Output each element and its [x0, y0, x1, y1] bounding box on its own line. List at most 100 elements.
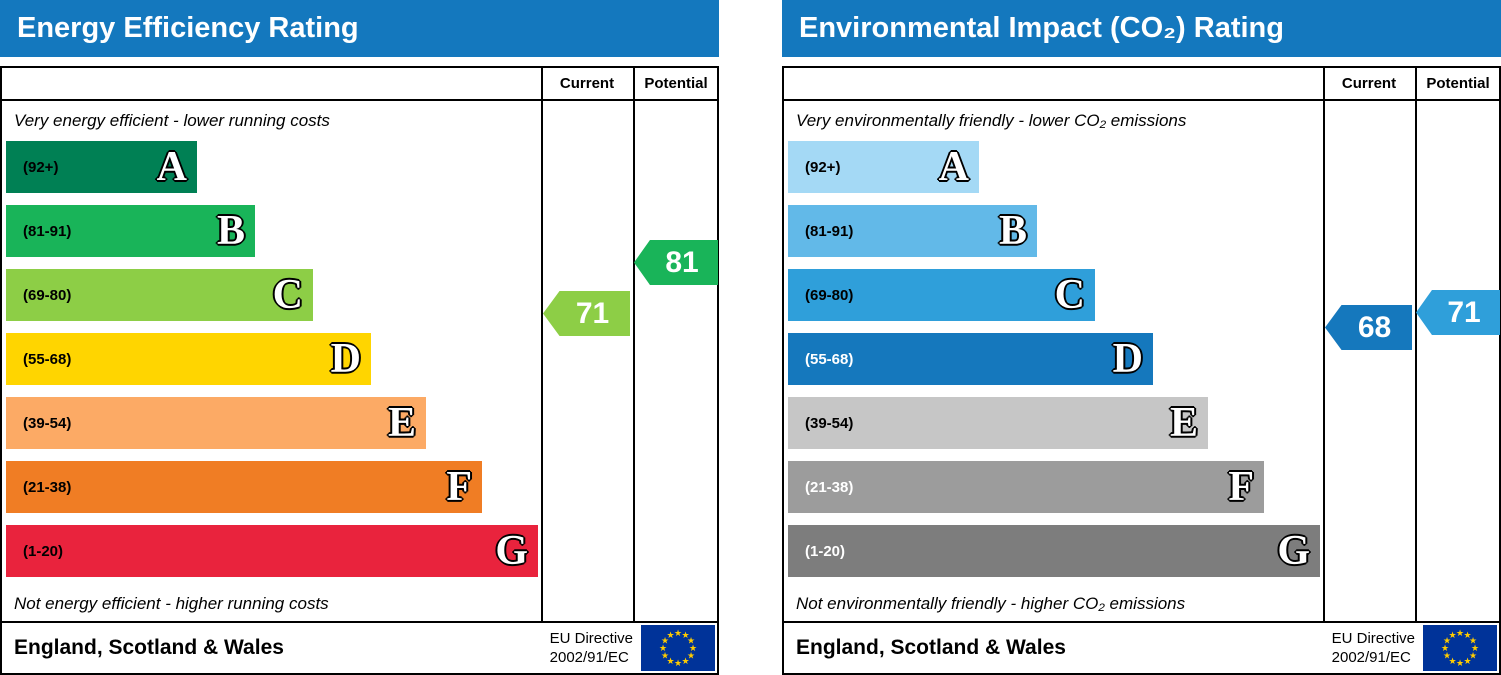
- band-B: (81-91) B: [6, 205, 255, 257]
- band-letter: E: [1169, 400, 1198, 446]
- eu-flag-icon: ★ ★★ ★★★ ★★★ ★★★: [1423, 625, 1497, 671]
- svg-text:★: ★: [1448, 657, 1456, 667]
- current-column-header: Current: [559, 75, 615, 92]
- svg-text:★: ★: [1471, 644, 1479, 654]
- band-letter: A: [938, 144, 969, 190]
- eu-directive-label: EU Directive 2002/91/EC: [1332, 629, 1415, 668]
- band-range-label: (55-68): [805, 350, 854, 368]
- band-letter: F: [1228, 464, 1254, 510]
- chart-title-bar: Environmental Impact (CO₂) Rating: [782, 0, 1501, 57]
- current-rating-arrow: 68: [1325, 305, 1412, 350]
- bottom-caption: Not energy efficient - higher running co…: [14, 594, 329, 613]
- band-area: Very environmentally friendly - lower CO…: [784, 101, 1323, 621]
- current-column-header: Current: [1341, 75, 1397, 92]
- svg-text:★: ★: [1441, 644, 1449, 654]
- band-range-label: (1-20): [23, 542, 64, 560]
- band-range-label: (55-68): [23, 350, 72, 368]
- band-letter: C: [1054, 272, 1085, 318]
- band-C: (69-80) C: [788, 269, 1095, 321]
- band-letter: E: [387, 400, 416, 446]
- column-divider: [633, 68, 635, 621]
- chart-title: Energy Efficiency Rating: [17, 12, 359, 44]
- band-D: (55-68) D: [6, 333, 371, 385]
- band-range-label: (39-54): [805, 414, 854, 432]
- band-letter: D: [330, 336, 361, 382]
- potential-column-header: Potential: [1426, 75, 1490, 92]
- svg-text:★: ★: [681, 657, 689, 667]
- svg-text:★: ★: [666, 657, 674, 667]
- band-area: Very energy efficient - lower running co…: [2, 101, 541, 621]
- svg-text:★: ★: [1448, 631, 1456, 641]
- band-letter: B: [216, 208, 245, 254]
- top-caption: Very environmentally friendly - lower CO…: [796, 111, 1187, 130]
- band-letter: C: [272, 272, 303, 318]
- rating-table: Current Potential Very energy efficient …: [0, 66, 719, 675]
- region-label: England, Scotland & Wales: [14, 636, 284, 659]
- current-rating-arrow: 71: [543, 291, 630, 336]
- band-range-label: (21-38): [23, 478, 72, 496]
- svg-text:★: ★: [681, 631, 689, 641]
- band-letter: A: [156, 144, 187, 190]
- eu-directive-line2: 2002/91/EC: [1331, 649, 1411, 666]
- band-range-label: (69-80): [23, 286, 72, 304]
- band-range-label: (21-38): [805, 478, 854, 496]
- svg-text:★: ★: [666, 631, 674, 641]
- svg-text:★: ★: [1443, 637, 1451, 647]
- chart-title-bar: Energy Efficiency Rating: [0, 0, 719, 57]
- svg-text:★: ★: [1456, 629, 1464, 639]
- environmental-impact-chart: Environmental Impact (CO₂) Rating Curren…: [782, 0, 1501, 675]
- potential-rating-arrow: 81: [634, 240, 718, 285]
- chart-footer: England, Scotland & Wales EU Directive 2…: [784, 621, 1499, 673]
- region-label: England, Scotland & Wales: [796, 636, 1066, 659]
- svg-text:★: ★: [661, 652, 669, 662]
- svg-text:★: ★: [687, 637, 695, 647]
- column-header-row: Current Potential: [784, 68, 1499, 101]
- svg-text:★: ★: [1469, 652, 1477, 662]
- svg-text:★: ★: [687, 652, 695, 662]
- band-E: (39-54) E: [788, 397, 1208, 449]
- band-F: (21-38) F: [788, 461, 1264, 513]
- band-letter: G: [495, 528, 528, 574]
- band-A: (92+) A: [788, 141, 979, 193]
- svg-text:★: ★: [1443, 652, 1451, 662]
- eu-directive-line2: 2002/91/EC: [549, 649, 629, 666]
- band-G: (1-20) G: [6, 525, 538, 577]
- energy-efficiency-chart: Energy Efficiency Rating Current Potenti…: [0, 0, 719, 675]
- band-C: (69-80) C: [6, 269, 313, 321]
- rating-table: Current Potential Very environmentally f…: [782, 66, 1501, 675]
- band-range-label: (69-80): [805, 286, 854, 304]
- eu-directive-line1: EU Directive: [1331, 629, 1415, 647]
- svg-text:★: ★: [1463, 631, 1471, 641]
- svg-text:★: ★: [674, 629, 682, 639]
- svg-text:★: ★: [1469, 637, 1477, 647]
- band-E: (39-54) E: [6, 397, 426, 449]
- band-F: (21-38) F: [6, 461, 482, 513]
- svg-text:★: ★: [659, 644, 667, 654]
- svg-text:★: ★: [661, 637, 669, 647]
- eu-directive-label: EU Directive 2002/91/EC: [550, 629, 633, 668]
- column-divider: [1323, 68, 1325, 621]
- bottom-caption: Not environmentally friendly - higher CO…: [796, 594, 1186, 613]
- potential-column-header: Potential: [644, 75, 708, 92]
- band-range-label: (1-20): [805, 542, 846, 560]
- band-D: (55-68) D: [788, 333, 1153, 385]
- band-letter: B: [998, 208, 1027, 254]
- eu-flag-icon: ★ ★★ ★★★ ★★★ ★★★: [641, 625, 715, 671]
- chart-footer: England, Scotland & Wales EU Directive 2…: [2, 621, 717, 673]
- band-range-label: (92+): [805, 158, 841, 176]
- svg-text:★: ★: [674, 659, 682, 669]
- eu-directive-line1: EU Directive: [549, 629, 633, 647]
- band-B: (81-91) B: [788, 205, 1037, 257]
- band-range-label: (81-91): [805, 222, 854, 240]
- band-range-label: (81-91): [23, 222, 72, 240]
- band-G: (1-20) G: [788, 525, 1320, 577]
- chart-title: Environmental Impact (CO₂) Rating: [799, 12, 1284, 44]
- column-divider: [1415, 68, 1417, 621]
- top-caption: Very energy efficient - lower running co…: [14, 111, 330, 130]
- band-letter: F: [446, 464, 472, 510]
- band-range-label: (92+): [23, 158, 59, 176]
- band-range-label: (39-54): [23, 414, 72, 432]
- column-header-row: Current Potential: [2, 68, 717, 101]
- band-letter: G: [1277, 528, 1310, 574]
- band-A: (92+) A: [6, 141, 197, 193]
